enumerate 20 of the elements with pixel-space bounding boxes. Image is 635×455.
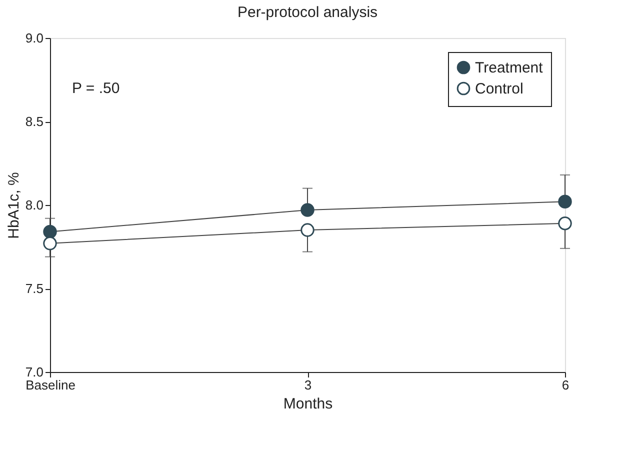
x-tick-label: 6 (562, 378, 570, 392)
chart-title: Per-protocol analysis (237, 4, 378, 21)
y-axis-title: HbA1c, % (5, 172, 22, 239)
point (300, 203, 314, 217)
x-tick-label: Baseline (26, 378, 76, 392)
y-tick-label: 8.5 (25, 114, 44, 129)
y-tick-label: 9.0 (25, 30, 44, 46)
y-tick-label: 8.0 (25, 198, 44, 212)
y-tick-label: 7.5 (25, 281, 44, 296)
legend-label: Treatment (475, 60, 544, 76)
x-tick-label: 3 (304, 378, 312, 392)
point (43, 224, 57, 239)
annotation: P = .50 (72, 80, 120, 97)
point (558, 194, 572, 209)
point (558, 216, 572, 230)
point (43, 236, 57, 250)
legend-label: Control (475, 80, 524, 98)
x-axis-title: Months (283, 396, 333, 412)
point (300, 223, 314, 237)
y-tick-label: 7.0 (25, 364, 44, 380)
